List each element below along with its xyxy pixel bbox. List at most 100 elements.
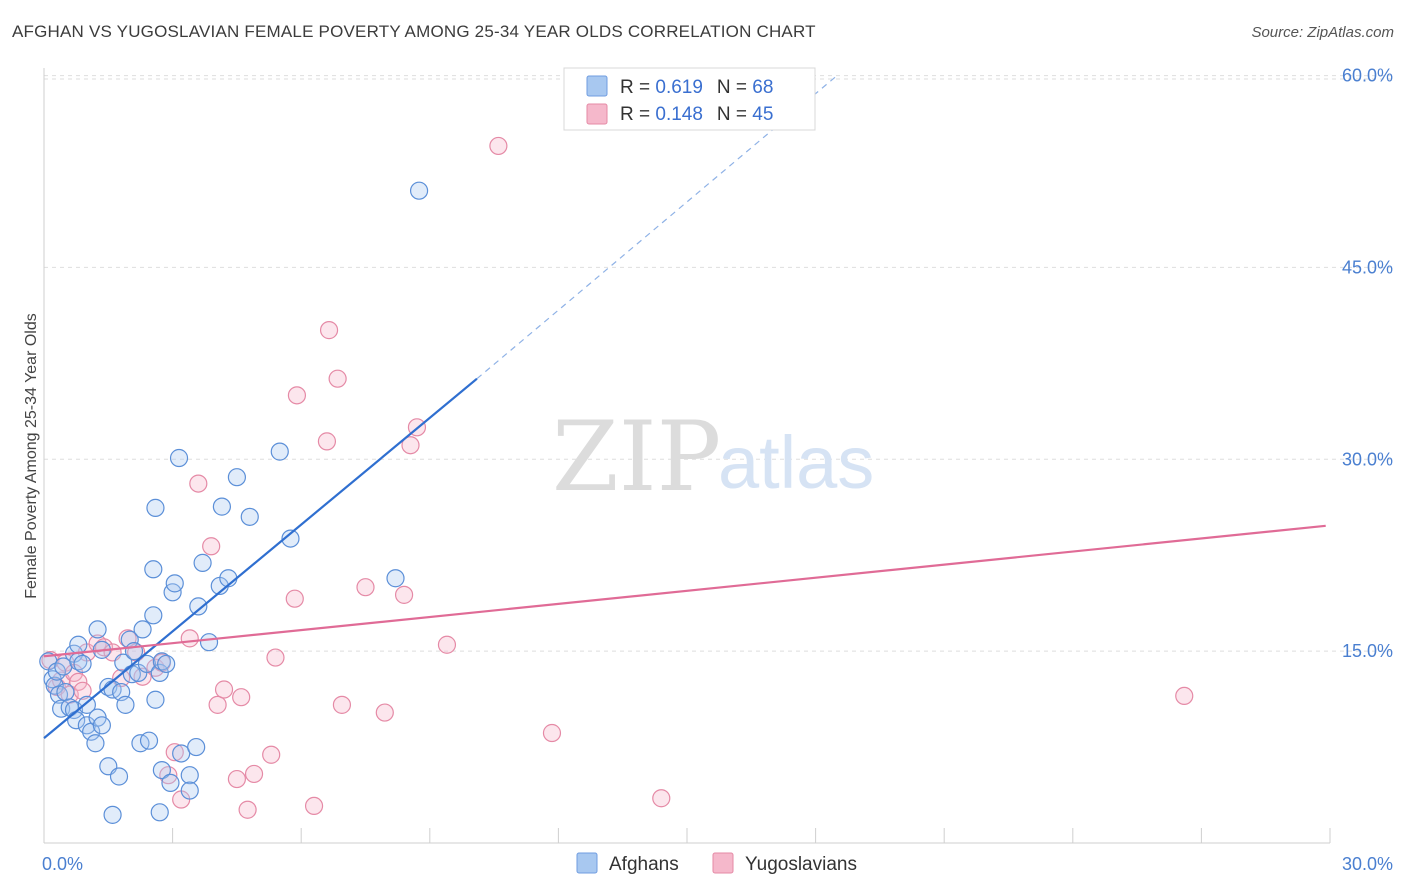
chart-title: AFGHAN VS YUGOSLAVIAN FEMALE POVERTY AMO… — [12, 22, 816, 41]
yugoslavians-point — [244, 764, 264, 784]
legend: R = 0.619 N = 68 R = 0.148 N = 45 — [563, 67, 816, 131]
afghans-point — [150, 663, 169, 682]
afghans-point — [227, 468, 246, 487]
y-axis-label: Female Poverty Among 25-34 Year Olds — [23, 313, 40, 599]
yugoslavians-point — [287, 386, 307, 405]
afghans-point — [86, 734, 105, 753]
afghans-point — [137, 654, 156, 674]
y-tick-label: 15.0% — [1342, 641, 1393, 661]
x-tick-label-max: 30.0% — [1342, 854, 1393, 874]
yugoslavians-point — [285, 589, 304, 608]
afghans-point — [92, 716, 111, 735]
legend-row-yugoslavians: R = 0.148 N = 45 — [620, 104, 773, 125]
yugoslavians-point — [332, 695, 352, 714]
legend-row-afghans: R = 0.619 N = 68 — [620, 77, 773, 98]
afghans-point — [152, 760, 171, 780]
legend-r-value: 0.148 — [655, 104, 703, 125]
legend-n-value: 68 — [752, 77, 773, 98]
yugoslavians-point — [652, 789, 671, 808]
watermark-zip: ZIP — [552, 401, 721, 513]
afghans-point — [240, 507, 259, 526]
legend-r-label: R = — [620, 77, 655, 98]
afghans-point — [187, 737, 206, 757]
legend-n-label: N = — [717, 104, 752, 125]
yugoslavians-point — [189, 474, 208, 493]
trend-lines — [43, 75, 1326, 739]
x-tick-label-min: 0.0% — [42, 854, 83, 874]
yugoslavians-point — [542, 723, 562, 743]
watermark-atlas: atlas — [718, 421, 874, 504]
afghans-point — [199, 633, 219, 652]
yugoslavians-point — [69, 672, 88, 691]
yugoslavians-point — [266, 648, 285, 667]
legend-swatch-yugoslavians — [586, 103, 608, 125]
yugoslavians-point — [262, 745, 281, 764]
legend-swatch-afghans — [586, 75, 608, 97]
afghans-point — [144, 606, 163, 625]
yugoslavians-point — [317, 432, 337, 451]
afghans-point — [150, 803, 169, 822]
afghans-point — [386, 569, 405, 588]
afghans-point — [161, 773, 180, 792]
legend-r-label: R = — [620, 104, 655, 125]
afghans-point — [139, 731, 159, 750]
afghans-point — [45, 676, 64, 695]
afghans-point — [169, 448, 189, 468]
yugoslavians-point — [238, 800, 257, 819]
afghans-point — [144, 560, 163, 579]
afghans-point — [103, 805, 122, 824]
yugoslavians-point — [214, 680, 234, 699]
afghans-point — [270, 442, 289, 461]
afghans-point — [56, 682, 75, 702]
y-tick-label: 60.0% — [1342, 66, 1393, 86]
x-tick-marks — [43, 828, 1331, 843]
yugoslavians-point — [227, 769, 246, 789]
afghans-point — [157, 654, 176, 674]
afghans-point — [212, 497, 231, 516]
yugoslavians-point — [437, 635, 457, 654]
afghans-point — [116, 695, 135, 714]
afghans-point — [180, 781, 199, 800]
afghans-point — [165, 574, 184, 593]
afghans-point — [109, 767, 129, 786]
afghans-point — [180, 766, 199, 785]
yugoslavians-point — [202, 537, 221, 556]
afghans-point — [193, 553, 212, 572]
legend-n-value: 45 — [752, 104, 773, 125]
yugoslavians-point — [232, 688, 251, 707]
afghans-point — [88, 620, 107, 639]
afghans-trend-extension — [476, 75, 838, 380]
afghans-point — [409, 181, 429, 200]
y-tick-label: 30.0% — [1342, 449, 1393, 469]
afghans-point — [146, 690, 165, 709]
afghans-point — [133, 620, 152, 639]
yugoslavians-point — [375, 703, 394, 722]
afghans-point — [146, 498, 165, 517]
bottom-legend-yugoslavians: Yugoslavians — [745, 854, 857, 875]
bottom-legend-afghans: Afghans — [609, 854, 679, 875]
yugoslavians-point — [489, 136, 508, 156]
afghans-trend-line — [43, 377, 478, 739]
bottom-legend-swatch-yugoslavians — [712, 852, 734, 874]
y-tick-label: 45.0% — [1342, 257, 1393, 277]
yugoslavians-point — [165, 743, 184, 762]
yugoslavians-point — [208, 695, 227, 714]
afghans-point — [172, 744, 191, 763]
legend-r-value: 0.619 — [655, 77, 703, 98]
yugoslavians-point — [401, 436, 420, 455]
afghans-point — [77, 695, 96, 714]
yugoslavians-point — [394, 585, 414, 604]
bottom-legend-swatch-afghans — [576, 852, 598, 874]
yugoslavians-point — [180, 629, 199, 648]
yugoslavians-point — [319, 321, 339, 340]
grid — [44, 75, 1394, 652]
yugoslavians-point — [1175, 686, 1194, 706]
afghans-point — [73, 654, 92, 674]
afghans-point — [281, 529, 300, 548]
chart-source: Source: ZipAtlas.com — [1251, 24, 1394, 41]
y-tick-labels: 15.0% 30.0% 45.0% 60.0% — [1342, 66, 1393, 662]
legend-n-label: N = — [717, 77, 752, 98]
yugoslavians-point — [356, 578, 375, 597]
yugoslavians-trend-line — [43, 524, 1326, 658]
